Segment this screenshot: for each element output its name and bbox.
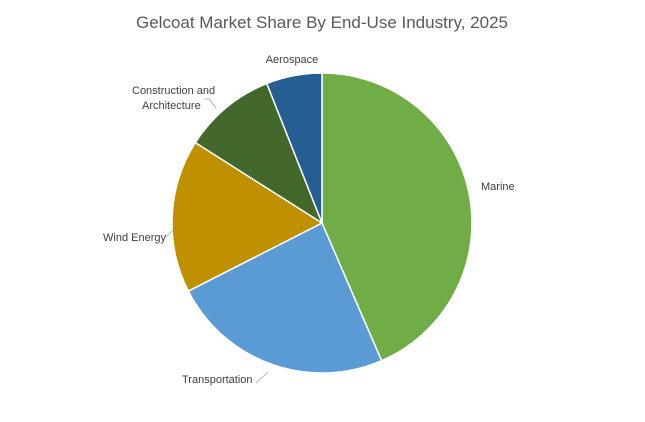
leader-line xyxy=(165,228,175,238)
pie-slice-construction-and-architecture xyxy=(194,82,324,225)
leader-line xyxy=(204,98,217,109)
chart-title: Gelcoat Market Share By End-Use Industry… xyxy=(136,13,508,32)
leader-line xyxy=(255,371,269,384)
slice-label-wind-energy: Wind Energy xyxy=(103,232,166,244)
pie-slice-aerospace xyxy=(265,72,323,224)
slice-label-marine: Marine xyxy=(481,181,515,193)
pie-slice-wind-energy xyxy=(171,141,324,293)
slice-label-aerospace: Aerospace xyxy=(266,54,319,66)
pie-slice-marine xyxy=(321,72,473,362)
slice-label-transportation: Transportation xyxy=(182,374,253,386)
slice-label-construction-and-architecture: Construction and Architecture xyxy=(132,85,215,112)
pie-slices xyxy=(171,72,473,374)
pie-slice-transportation xyxy=(187,221,383,374)
slice-labels: Marine Transportation Wind Energy Construct… xyxy=(103,54,515,386)
